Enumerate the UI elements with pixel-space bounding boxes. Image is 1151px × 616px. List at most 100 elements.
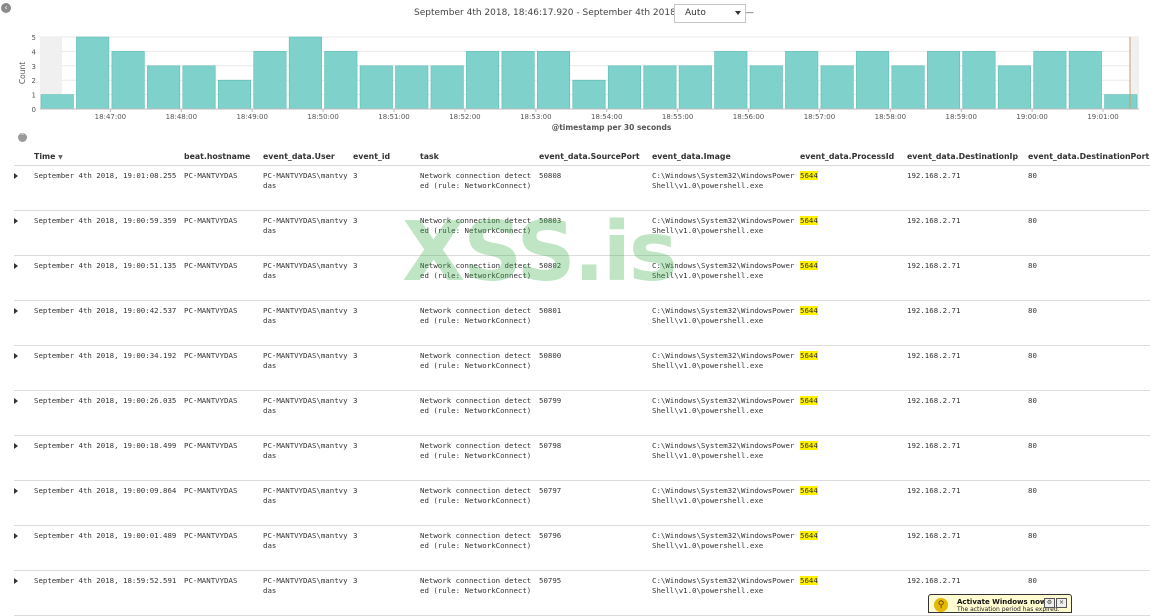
table-row[interactable]: September 4th 2018, 19:01:08.255 PC-MANTV…: [14, 165, 1150, 211]
cell-hostname: PC-MANTVYDAS: [184, 300, 263, 346]
histogram-bar[interactable]: [466, 51, 500, 110]
cell-process-id: 5644: [800, 480, 907, 526]
cell-time: September 4th 2018, 19:00:42.537: [34, 300, 184, 346]
cell-event-id: 3: [353, 435, 420, 481]
histogram-bar[interactable]: [182, 65, 216, 110]
column-header-image[interactable]: event_data.Image: [652, 148, 800, 166]
column-header-event-id[interactable]: event_id: [353, 148, 420, 166]
histogram-bar[interactable]: [1033, 51, 1067, 110]
cell-task: Network connection detected (rule: Netwo…: [420, 480, 539, 526]
column-header-task[interactable]: task: [420, 148, 539, 166]
expand-row-icon[interactable]: [14, 578, 18, 584]
cell-source-port: 50808: [539, 165, 652, 211]
expand-row-icon[interactable]: [14, 398, 18, 404]
histogram-bar[interactable]: [572, 79, 606, 110]
expand-row-icon[interactable]: [14, 173, 18, 179]
column-header-user[interactable]: event_data.User: [263, 148, 353, 166]
cell-source-port: 50796: [539, 525, 652, 571]
histogram-bar[interactable]: [40, 94, 74, 110]
table-row[interactable]: September 4th 2018, 19:00:09.864 PC-MANTV…: [14, 480, 1150, 526]
histogram-bar[interactable]: [1068, 51, 1102, 110]
column-header-destination-ip[interactable]: event_data.DestinationIp: [907, 148, 1028, 166]
histogram-bar[interactable]: [785, 51, 819, 110]
cell-image: C:\Windows\System32\WindowsPowerShell\v1…: [652, 255, 800, 301]
cell-destination-ip: 192.168.2.71: [907, 255, 1028, 301]
expand-row-icon[interactable]: [14, 533, 18, 539]
cell-hostname: PC-MANTVYDAS: [184, 345, 263, 391]
histogram-bar[interactable]: [430, 65, 464, 110]
cell-event-id: 3: [353, 525, 420, 571]
histogram-chart[interactable]: 0 1 2 3 4 5 18:47:00 18:48:00 18:49:00 18:50:00 18…: [0, 28, 1151, 132]
histogram-bar[interactable]: [997, 65, 1031, 110]
expand-row-icon[interactable]: [14, 443, 18, 449]
histogram-bar[interactable]: [395, 65, 429, 110]
settings-icon[interactable]: ⚙: [1044, 598, 1055, 608]
cell-image: C:\Windows\System32\WindowsPowerShell\v1…: [652, 345, 800, 391]
cell-destination-port: 80: [1028, 525, 1150, 571]
expand-row-icon[interactable]: [14, 308, 18, 314]
column-header-process-id[interactable]: event_data.ProcessId: [800, 148, 907, 166]
histogram-bar[interactable]: [607, 65, 641, 110]
table-row[interactable]: September 4th 2018, 19:00:42.537 PC-MANTV…: [14, 300, 1150, 346]
table-row[interactable]: September 4th 2018, 19:00:51.135 PC-MANTV…: [14, 255, 1150, 301]
histogram-bar[interactable]: [147, 65, 181, 110]
histogram-bar[interactable]: [359, 65, 393, 110]
table-row[interactable]: September 4th 2018, 19:00:01.489 PC-MANTV…: [14, 525, 1150, 571]
cell-source-port: 50798: [539, 435, 652, 481]
histogram-bar[interactable]: [1104, 94, 1138, 110]
column-header-source-port[interactable]: event_data.SourcePort: [539, 148, 652, 166]
activation-subtitle: The activation period has expired.: [957, 606, 1060, 613]
histogram-bar[interactable]: [217, 79, 252, 110]
collapse-chart-icon[interactable]: ˄: [18, 133, 27, 142]
interval-select[interactable]: Auto: [674, 4, 746, 23]
cell-task: Network connection detected (rule: Netwo…: [420, 525, 539, 571]
column-header-destination-port[interactable]: event_data.DestinationPort: [1028, 148, 1150, 166]
close-icon[interactable]: ×: [1056, 598, 1067, 608]
histogram-bar[interactable]: [537, 51, 571, 110]
table-row[interactable]: September 4th 2018, 18:59:52.591 PC-MANTV…: [14, 570, 1150, 616]
highlighted-process-id: 5644: [800, 576, 818, 585]
histogram-bar[interactable]: [678, 65, 712, 110]
histogram-bar[interactable]: [856, 51, 890, 110]
table-row[interactable]: September 4th 2018, 19:00:26.035 PC-MANTV…: [14, 390, 1150, 436]
histogram-bar[interactable]: [253, 51, 287, 110]
cell-hostname: PC-MANTVYDAS: [184, 390, 263, 436]
back-arrow-icon[interactable]: ‹: [1, 3, 11, 13]
sort-down-icon[interactable]: ▼: [58, 154, 63, 161]
highlighted-process-id: 5644: [800, 531, 818, 540]
histogram-bar[interactable]: [288, 36, 322, 110]
histogram-bar[interactable]: [891, 65, 925, 110]
histogram-bar[interactable]: [926, 51, 961, 110]
histogram-bar[interactable]: [111, 51, 145, 110]
cell-destination-port: 80: [1028, 165, 1150, 211]
histogram-bar[interactable]: [324, 51, 358, 110]
column-header-hostname[interactable]: beat.hostname: [184, 148, 263, 166]
cell-time: September 4th 2018, 19:00:34.192: [34, 345, 184, 391]
cell-user: PC-MANTVYDAS\mantvydas: [263, 525, 353, 571]
table-row[interactable]: September 4th 2018, 19:00:59.359 PC-MANTV…: [14, 210, 1150, 256]
column-header-time[interactable]: Time ▼: [34, 148, 184, 166]
date-range-label[interactable]: September 4th 2018, 18:46:17.920 - Septe…: [414, 8, 754, 18]
cell-user: PC-MANTVYDAS\mantvydas: [263, 300, 353, 346]
histogram-bar[interactable]: [820, 65, 854, 110]
cell-process-id: 5644: [800, 435, 907, 481]
expand-row-icon[interactable]: [14, 353, 18, 359]
histogram-bar[interactable]: [749, 65, 783, 110]
histogram-bar[interactable]: [76, 36, 110, 110]
x-tick-label: 18:54:00: [591, 113, 622, 121]
chevron-down-icon: [735, 11, 741, 15]
y-tick-label: 3: [32, 63, 36, 71]
histogram-bar[interactable]: [501, 51, 535, 110]
histogram-bar[interactable]: [643, 65, 677, 110]
expand-row-icon[interactable]: [14, 263, 18, 269]
expand-row-icon[interactable]: [14, 218, 18, 224]
histogram-bar[interactable]: [962, 51, 996, 110]
activate-windows-toast[interactable]: ⚲ Activate Windows now The activation pe…: [928, 594, 1072, 613]
expand-row-icon[interactable]: [14, 488, 18, 494]
cell-hostname: PC-MANTVYDAS: [184, 570, 263, 616]
cell-image: C:\Windows\System32\WindowsPowerShell\v1…: [652, 165, 800, 211]
table-row[interactable]: September 4th 2018, 19:00:34.192 PC-MANTV…: [14, 345, 1150, 391]
table-row[interactable]: September 4th 2018, 19:00:18.499 PC-MANTV…: [14, 435, 1150, 481]
cell-task: Network connection detected (rule: Netwo…: [420, 345, 539, 391]
histogram-bar[interactable]: [714, 51, 748, 110]
